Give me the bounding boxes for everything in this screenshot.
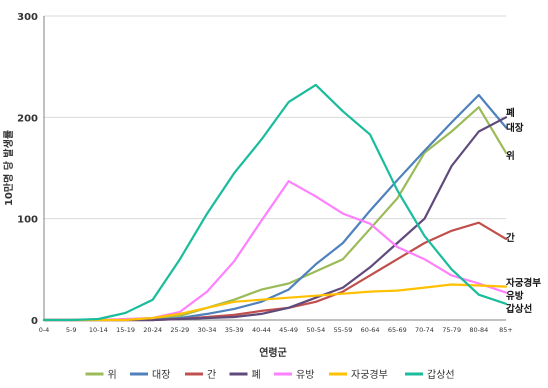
x-tick-label: 35-39: [225, 326, 244, 334]
legend-label-2: 간: [207, 369, 216, 381]
x-tick-label: 5-9: [66, 326, 77, 334]
series-lines: [42, 83, 508, 322]
y-tick-label: 300: [17, 12, 38, 23]
series-end-label-2: 간: [506, 232, 515, 244]
x-tick-label: 0-4: [39, 326, 50, 334]
x-tick-label: 85+: [499, 326, 513, 334]
legend-label-5: 자궁경부: [351, 368, 388, 381]
x-tick-label: 80-84: [469, 326, 488, 334]
x-axis-title: 연령군: [259, 346, 287, 359]
legend-label-6: 갑상선: [427, 369, 455, 381]
x-tick-label: 10-14: [89, 326, 108, 334]
legend-label-4: 유방: [296, 369, 314, 381]
y-tick-labels: 0 100 200 300: [17, 12, 38, 327]
series-end-label-5: 자궁경부: [506, 277, 541, 289]
x-tick-label: 30-34: [198, 326, 217, 334]
gridlines: [44, 15, 506, 220]
legend-label-1: 대장: [152, 369, 170, 381]
x-tick-label: 75-79: [442, 326, 461, 334]
axes: [43, 16, 506, 321]
x-tick-label: 65-69: [388, 326, 407, 334]
x-tick-label: 50-54: [306, 326, 325, 334]
series-line-5: [42, 283, 508, 322]
y-tick-label: 100: [17, 215, 38, 226]
x-tick-label: 70-74: [415, 326, 434, 334]
series-end-label-6: 갑상선: [506, 303, 532, 315]
series-end-label-1: 대장: [506, 122, 524, 134]
x-tick-label: 15-19: [116, 326, 135, 334]
x-tick-label: 45-49: [279, 326, 298, 334]
series-line-6: [42, 83, 508, 322]
x-tick-label: 60-64: [361, 326, 380, 334]
legend-label-3: 폐: [252, 369, 261, 381]
legend-label-0: 위: [108, 368, 117, 381]
x-tick-labels: 0-4 5-9 10-14 15-19 20-24 25-29 30-34 35-39 40-4…: [39, 326, 513, 334]
series-line-2: [42, 221, 508, 322]
x-tick-label: 25-29: [170, 326, 189, 334]
y-tick-label: 200: [17, 113, 38, 124]
series-end-label-0: 위: [506, 150, 515, 162]
y-axis-title: 10만명 당 발생률: [2, 130, 15, 206]
series-end-label-3: 폐: [506, 107, 515, 119]
x-tick-label: 40-44: [252, 326, 271, 334]
x-tick-label: 20-24: [143, 326, 162, 334]
series-end-label-4: 유방: [506, 290, 524, 302]
y-tick-label: 0: [31, 316, 38, 327]
legend: 위 대장 간 폐 유방 자궁경부 갑상선: [85, 368, 455, 381]
x-tick-label: 55-59: [333, 326, 352, 334]
